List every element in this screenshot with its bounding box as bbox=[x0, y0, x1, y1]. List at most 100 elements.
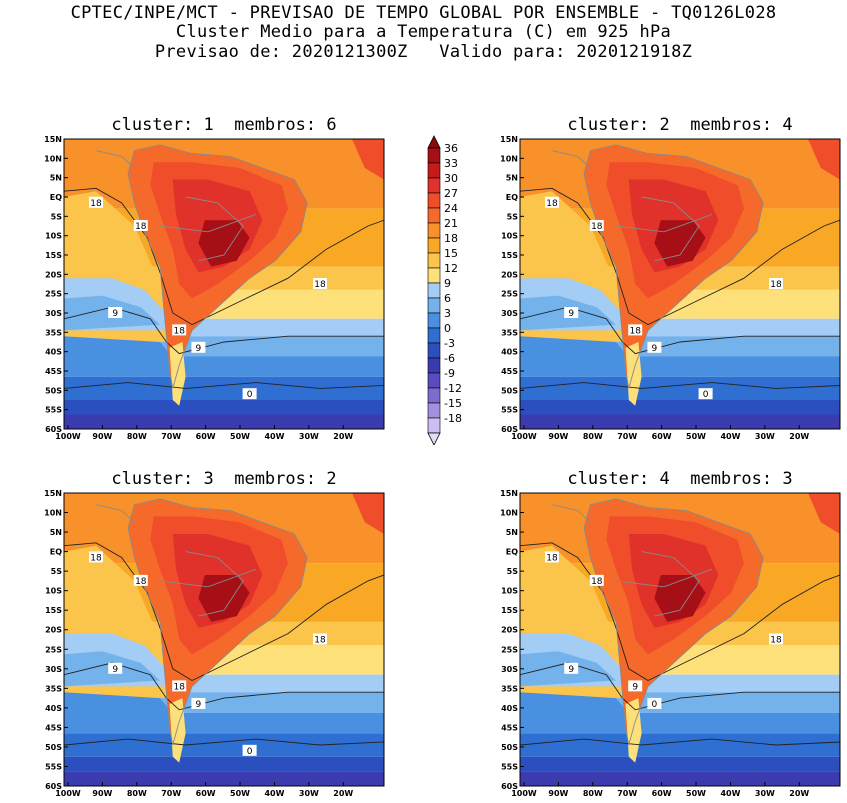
colorbar-tick-label: 9 bbox=[444, 277, 451, 290]
map-frame bbox=[63, 138, 385, 430]
contour-line bbox=[520, 187, 840, 326]
lat-tick-label: 30S bbox=[45, 665, 62, 674]
lon-tick-label: 20W bbox=[333, 432, 353, 441]
colorbar-swatch bbox=[427, 252, 441, 269]
map-panel-cluster-1: 18 18 18 18 9 9 0 15N 10N 5N EQ 5S 10S 15S 20S 25S 30S 35… bbox=[44, 136, 385, 441]
temperature-band bbox=[64, 733, 384, 757]
header-line-3: Previsao de: 2020121300Z Valido para: 20… bbox=[154, 42, 693, 62]
lon-tick-label: 50W bbox=[230, 432, 250, 441]
contour-line bbox=[64, 382, 384, 389]
lat-tick-label: 55S bbox=[501, 406, 518, 415]
lat-tick-label: 5S bbox=[51, 567, 63, 576]
coastline bbox=[127, 498, 308, 746]
lon-tick-label: 80W bbox=[583, 432, 603, 441]
lat-tick-label: 45S bbox=[501, 367, 518, 376]
lat-tick-label: 10N bbox=[44, 509, 62, 518]
continent-hottest-region bbox=[654, 575, 706, 622]
contour-label: 18 bbox=[591, 577, 603, 587]
lat-tick-label: 35S bbox=[501, 328, 518, 337]
lat-tick-label: 25S bbox=[45, 645, 62, 654]
lat-tick-label: 10S bbox=[45, 587, 62, 596]
temperature-band bbox=[64, 414, 384, 429]
panel-3-title: cluster: 3 membros: 2 bbox=[111, 469, 337, 489]
lon-tick-label: 50W bbox=[686, 789, 706, 798]
lat-tick-label: 60S bbox=[45, 425, 62, 434]
colorbar-tick-label: 21 bbox=[444, 217, 458, 230]
contour-label: 9 bbox=[632, 682, 638, 692]
colorbar-swatch bbox=[427, 207, 441, 224]
contour-label-box bbox=[628, 680, 643, 692]
map-frame bbox=[63, 492, 385, 787]
contour-label: 18 bbox=[770, 280, 782, 290]
lat-tick-label: 20S bbox=[45, 270, 62, 279]
contour-label-box bbox=[647, 341, 662, 353]
coastline bbox=[615, 213, 713, 233]
lon-tick-label: 90W bbox=[92, 432, 112, 441]
map-plot-area bbox=[64, 139, 384, 429]
lat-tick-label: 5N bbox=[50, 174, 62, 183]
lon-tick-label: 60W bbox=[196, 432, 216, 441]
lon-tick-label: 90W bbox=[548, 432, 568, 441]
contour-label: 9 bbox=[112, 665, 118, 675]
lon-tick-label: 20W bbox=[789, 789, 809, 798]
coastline bbox=[551, 504, 591, 523]
colorbar-swatch bbox=[427, 222, 441, 239]
lon-tick-label: 40W bbox=[264, 432, 284, 441]
contour-label-box bbox=[108, 662, 123, 674]
contour-line bbox=[64, 738, 384, 746]
contour-label: 18 bbox=[546, 553, 558, 563]
lat-tick-label: EQ bbox=[50, 548, 62, 557]
lat-tick-label: 55S bbox=[45, 762, 62, 771]
coastline bbox=[127, 144, 308, 389]
colorbar-tick-label: 27 bbox=[444, 187, 458, 200]
lon-tick-label: 100W bbox=[55, 432, 81, 441]
contour-label-box bbox=[108, 307, 123, 318]
continent-hottest-region bbox=[198, 220, 250, 267]
contour-label: 18 bbox=[770, 636, 782, 646]
lon-tick-label: 20W bbox=[333, 789, 353, 798]
contour-label-box bbox=[172, 680, 187, 692]
map-plot-area bbox=[64, 493, 384, 786]
temperature-band bbox=[520, 756, 840, 772]
lon-tick-label: 50W bbox=[686, 432, 706, 441]
lat-tick-label: 5N bbox=[506, 174, 518, 183]
contour-label-box bbox=[545, 196, 559, 208]
lat-tick-label: 60S bbox=[45, 782, 62, 791]
colorbar-tick-label: 12 bbox=[444, 262, 458, 275]
contour-label: 9 bbox=[196, 344, 202, 354]
map-frame bbox=[519, 492, 841, 787]
colorbar-arrow-top bbox=[427, 135, 441, 149]
contour-label-box bbox=[313, 633, 327, 645]
lat-tick-label: 45S bbox=[45, 723, 62, 732]
panel-2-title: cluster: 2 membros: 4 bbox=[567, 115, 793, 135]
lat-tick-label: 10N bbox=[500, 154, 518, 163]
contour-line bbox=[64, 542, 384, 682]
lat-tick-label: 60S bbox=[501, 782, 518, 791]
lon-tick-label: 30W bbox=[755, 432, 775, 441]
lon-tick-label: 100W bbox=[511, 432, 537, 441]
lat-tick-label: 10N bbox=[500, 509, 518, 518]
lat-tick-label: EQ bbox=[50, 193, 62, 202]
lat-tick-label: 50S bbox=[45, 386, 62, 395]
contour-label: 18 bbox=[314, 636, 326, 646]
lon-tick-label: 80W bbox=[583, 789, 603, 798]
lon-tick-label: 40W bbox=[720, 432, 740, 441]
contour-label: 0 bbox=[703, 390, 709, 400]
contour-line bbox=[520, 382, 840, 389]
lat-tick-label: 50S bbox=[501, 743, 518, 752]
contour-label-box bbox=[769, 278, 783, 289]
contour-label-box bbox=[545, 551, 559, 563]
contour-label: 18 bbox=[135, 222, 147, 232]
lon-tick-label: 30W bbox=[299, 432, 319, 441]
contour-label-box bbox=[242, 744, 257, 756]
lat-tick-label: 35S bbox=[45, 328, 62, 337]
lat-tick-label: 10N bbox=[44, 154, 62, 163]
lat-tick-label: 35S bbox=[501, 684, 518, 693]
temperature-band bbox=[64, 376, 384, 400]
coastline bbox=[615, 568, 713, 588]
lon-tick-label: 70W bbox=[617, 432, 637, 441]
lat-tick-label: 55S bbox=[501, 762, 518, 771]
lat-tick-label: 50S bbox=[45, 743, 62, 752]
contour-label: 18 bbox=[173, 326, 185, 336]
colorbar-swatch bbox=[427, 267, 441, 284]
